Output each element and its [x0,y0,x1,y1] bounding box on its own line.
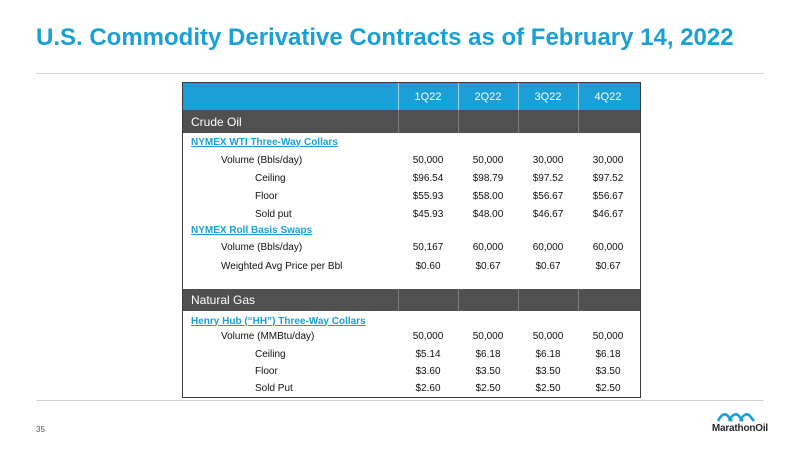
row-label: Volume (Bbls/day) [221,154,303,166]
row-label: Floor [255,190,278,202]
table-cell: $58.00 [472,190,504,202]
column-header-4q22: 4Q22 [594,90,622,103]
subheading-henry-hub: Henry Hub (“HH”) Three-Way Collars [191,315,366,327]
subheading-roll-basis: NYMEX Roll Basis Swaps [191,225,313,236]
table-row: Volume (Bbls/day) 50,167 60,000 60,000 6… [183,238,640,256]
column-divider [578,83,579,110]
table-cell: $2.50 [595,383,621,394]
column-divider [518,110,519,133]
marathon-oil-logo: MarathonOil [690,410,768,436]
subheading-wti: NYMEX WTI Three-Way Collars [191,137,338,148]
table-row: Ceiling $96.54 $98.79 $97.52 $97.52 [183,169,640,187]
table-cell: $0.67 [475,260,501,272]
subheading-row: NYMEX Roll Basis Swaps [183,223,640,238]
table-row: Volume (Bbls/day) 50,000 50,000 30,000 3… [183,151,640,169]
column-header-1q22: 1Q22 [414,90,442,103]
column-divider [518,289,519,311]
table-cell: $3.50 [475,366,501,377]
table-cell: $3.50 [535,366,561,377]
section-row-crude-oil: Crude Oil [183,110,640,133]
row-label: Ceiling [255,348,286,360]
table-cell: $2.50 [535,383,561,394]
table-cell: 50,000 [412,331,444,342]
marathon-wave-icon [716,413,755,422]
subheading-row: NYMEX WTI Three-Way Collars [183,134,640,151]
table-cell: 30,000 [592,154,624,166]
logo-text: MarathonOil [711,423,768,434]
row-label: Weighted Avg Price per Bbl [221,260,343,272]
column-divider [458,83,459,110]
table-cell: $2.50 [475,383,501,394]
table-cell: $56.67 [532,190,564,202]
table-cell: 50,000 [592,331,624,342]
row-label: Sold Put [255,383,293,394]
column-divider [518,83,519,110]
table-cell: $46.67 [592,208,624,220]
section-label: Natural Gas [191,293,256,307]
column-header-2q22: 2Q22 [474,90,502,103]
table-cell: 60,000 [472,241,504,253]
column-divider [578,110,579,133]
table-cell: 50,000 [472,154,504,166]
table-cell: $97.52 [532,172,564,184]
table-cell: 50,167 [412,241,444,253]
row-label: Sold put [255,208,292,220]
section-row-natural-gas: Natural Gas [183,289,640,311]
table-cell: $97.52 [592,172,624,184]
derivatives-table: 1Q22 2Q22 3Q22 4Q22 Crude Oil NYMEX WTI … [182,82,641,398]
table-cell: $0.67 [595,260,621,272]
table-cell: $56.67 [592,190,624,202]
table-row: Sold put $45.93 $48.00 $46.67 $46.67 [183,205,640,223]
column-divider [398,83,399,110]
page-number: 35 [36,425,45,434]
table-row: Volume (MMBtu/day) 50,000 50,000 50,000 … [183,328,640,345]
table-cell: 50,000 [472,331,504,342]
column-divider [458,110,459,133]
table-cell: $6.18 [535,348,561,360]
top-divider [36,73,764,74]
table-cell: $0.67 [535,260,561,272]
table-cell: $2.60 [415,383,441,394]
table-header-row: 1Q22 2Q22 3Q22 4Q22 [183,83,640,110]
table-cell: 50,000 [412,154,444,166]
table-row: Weighted Avg Price per Bbl $0.60 $0.67 $… [183,256,640,276]
table-cell: $3.50 [595,366,621,377]
table-cell: $98.79 [472,172,504,184]
table-cell: $3.60 [415,366,441,377]
table-cell: 60,000 [592,241,624,253]
table-cell: 60,000 [532,241,564,253]
section-label: Crude Oil [191,114,242,129]
row-label: Ceiling [255,172,286,184]
column-divider [398,289,399,311]
column-divider [398,110,399,133]
table-cell: $6.18 [595,348,621,360]
table-cell: $5.14 [415,348,441,360]
table-cell: $46.67 [532,208,564,220]
column-divider [458,289,459,311]
row-label: Floor [255,366,278,377]
bottom-divider [36,400,764,401]
column-header-3q22: 3Q22 [534,90,562,103]
subheading-row: Henry Hub (“HH”) Three-Way Collars [183,313,640,329]
table-cell: $6.18 [475,348,501,360]
table-cell: $0.60 [415,260,441,272]
row-label: Volume (Bbls/day) [221,241,303,253]
page-title: U.S. Commodity Derivative Contracts as o… [36,24,734,51]
table-cell: $96.54 [412,172,444,184]
table-row: Floor $3.60 $3.50 $3.50 $3.50 [183,363,640,380]
table-cell: 30,000 [532,154,564,166]
table-row: Sold Put $2.60 $2.50 $2.50 $2.50 [183,380,640,397]
table-cell: $55.93 [412,190,444,202]
table-cell: $45.93 [412,208,444,220]
column-divider [578,289,579,311]
table-cell: 50,000 [532,331,564,342]
table-cell: $48.00 [472,208,504,220]
table-row: Ceiling $5.14 $6.18 $6.18 $6.18 [183,345,640,363]
row-label: Volume (MMBtu/day) [221,331,315,342]
table-row: Floor $55.93 $58.00 $56.67 $56.67 [183,187,640,205]
